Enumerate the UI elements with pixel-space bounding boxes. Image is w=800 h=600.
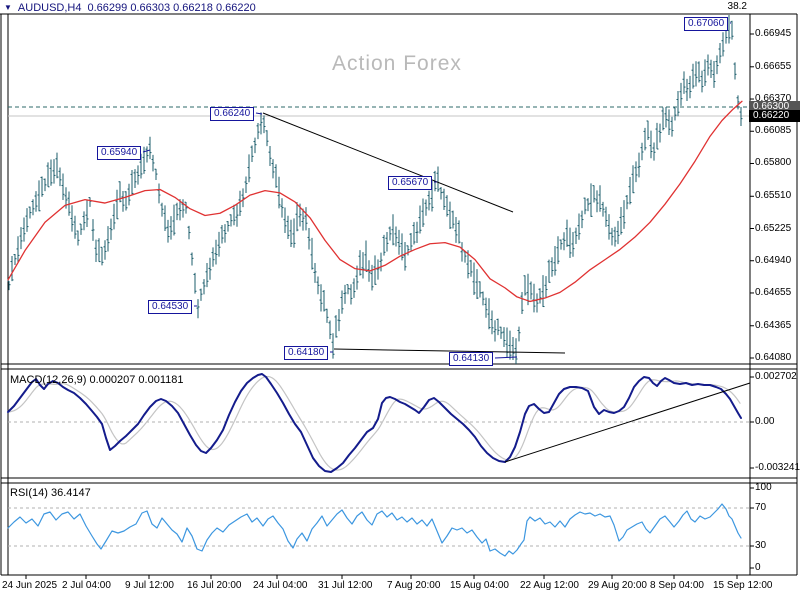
chart-title-bar: ▼ AUDUSD,H4 0.66299 0.66303 0.66218 0.66… [4, 1, 256, 14]
time-axis-label: 22 Aug 12:00 [520, 580, 579, 591]
macd-trendline[interactable] [504, 382, 751, 463]
callout-connector [255, 112, 263, 115]
ohlc-quote-values: 0.66299 0.66303 0.66218 0.66220 [87, 1, 256, 14]
price-callout-label[interactable]: 0.65670 [388, 176, 433, 190]
price-axis-tick-label: 0.64655 [755, 286, 792, 298]
price-callout-label[interactable]: 0.65940 [97, 146, 142, 160]
rsi-axis-label: 100 [755, 482, 772, 493]
price-axis-tick-label: 0.65225 [755, 222, 792, 234]
macd-indicator-label: MACD(12,26,9) 0.000207 0.001181 [10, 374, 184, 386]
last-price-tag: 0.66220 [749, 109, 800, 122]
price-callout-label[interactable]: 0.66240 [210, 107, 255, 121]
price-callout-label[interactable]: 0.67060 [684, 17, 729, 31]
price-axis-tick-label: 0.65800 [755, 157, 792, 169]
time-axis-label: 31 Jul 12:00 [318, 580, 373, 591]
time-axis-label: 7 Aug 20:00 [387, 580, 441, 591]
time-axis-label: 29 Aug 20:00 [588, 580, 647, 591]
watermark: Action Forex [332, 52, 462, 75]
macd-axis-label: -0.003241 [755, 462, 800, 473]
price-axis-tick-label: 0.66085 [755, 125, 792, 137]
price-axis-tick-label: 0.65510 [755, 190, 792, 202]
macd-signal-line[interactable] [7, 375, 741, 471]
time-axis-label: 15 Sep 12:00 [713, 580, 773, 591]
price-axis-tick-label: 0.64080 [755, 351, 792, 363]
rsi-line[interactable] [7, 503, 742, 557]
price-axis-tick-label: 0.64940 [755, 254, 792, 266]
macd-axis-label: 0.002702 [755, 371, 797, 382]
rsi-axis-label: 30 [755, 540, 767, 551]
time-axis-label: 15 Aug 04:00 [450, 580, 509, 591]
callout-connector [494, 356, 518, 359]
rsi-axis-label: 70 [755, 502, 767, 513]
bid-price-tag: 0.66300 [749, 100, 800, 113]
time-axis-label: 8 Sep 04:00 [650, 580, 704, 591]
price-callout-label[interactable]: 0.64130 [449, 352, 494, 366]
chart-menu-triangle-icon[interactable]: ▼ [4, 2, 12, 12]
price-axis-tick-label: 0.66945 [755, 28, 792, 39]
macd-axis-label: 0.00 [755, 416, 775, 427]
macd-main-line[interactable] [7, 373, 742, 473]
price-callout-label[interactable]: 0.64180 [284, 346, 329, 360]
time-axis-label: 24 Jun 2025 [2, 580, 58, 591]
symbol-timeframe-label: AUDUSD,H4 [17, 1, 82, 14]
time-axis-label: 9 Jul 12:00 [125, 580, 174, 591]
time-axis-label: 2 Jul 04:00 [62, 580, 111, 591]
time-axis-label: 24 Jul 04:00 [253, 580, 308, 591]
trendline[interactable] [333, 348, 566, 354]
price-axis-tick-label: 0.66655 [755, 60, 792, 72]
trendline[interactable] [262, 112, 514, 213]
price-axis-tick-label: 0.64365 [755, 319, 792, 331]
time-axis-label: 16 Jul 20:00 [187, 580, 242, 591]
fibonacci-382-label[interactable]: 38.2 [727, 1, 747, 12]
rsi-axis-label: 0 [755, 562, 761, 573]
price-axis-tick-label: 0.66370 [755, 93, 792, 105]
price-callout-label[interactable]: 0.64530 [148, 300, 193, 314]
callout-connector [142, 149, 151, 153]
rsi-indicator-label: RSI(14) 36.4147 [10, 487, 91, 499]
moving-average-line[interactable] [7, 100, 743, 303]
